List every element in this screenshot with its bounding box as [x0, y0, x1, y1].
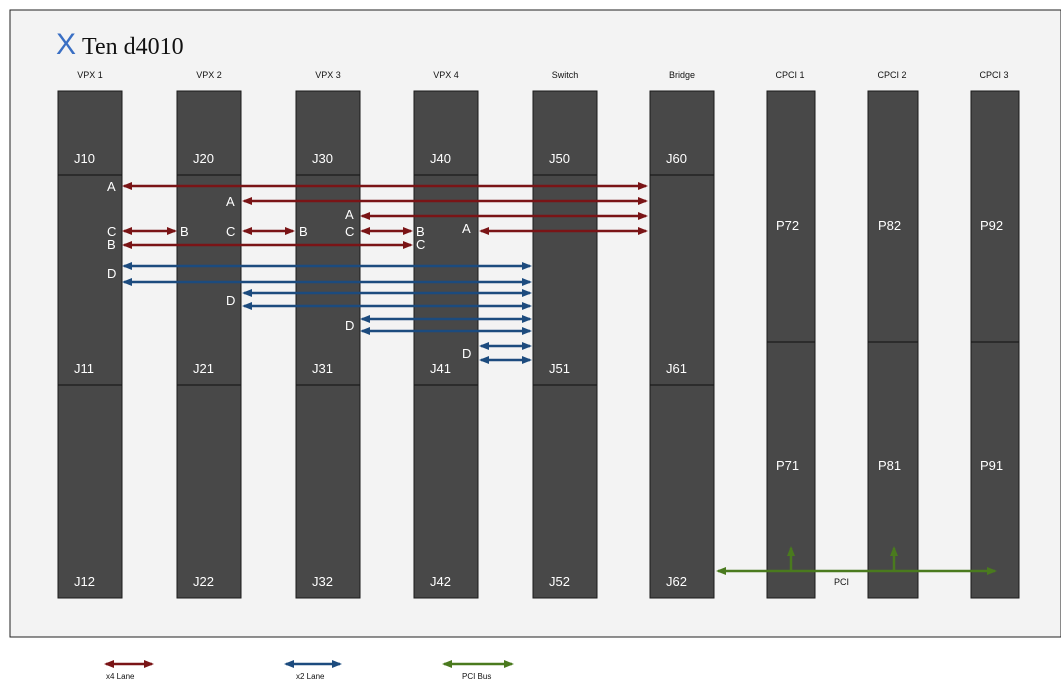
connector-label: J60	[666, 151, 687, 166]
port-letter: A	[345, 207, 354, 222]
port-letter: B	[299, 224, 308, 239]
connector-label: J50	[549, 151, 570, 166]
title-x-logo: X	[56, 28, 76, 61]
connector-label: J21	[193, 361, 214, 376]
page-title: Ten d4010	[82, 34, 184, 60]
slot-bridge	[649, 90, 715, 599]
legend: x4 Lane x2 Lane PCI Bus	[104, 660, 514, 681]
port-letter: B	[107, 237, 116, 252]
connector-label: J42	[430, 574, 451, 589]
port-letter: C	[107, 224, 116, 239]
legend-label-x4: x4 Lane	[106, 672, 135, 681]
port-letter: C	[226, 224, 235, 239]
legend-label-x2: x2 Lane	[296, 672, 325, 681]
connector-label: J32	[312, 574, 333, 589]
slot-header-cpci2: CPCI 2	[877, 70, 906, 80]
connector-label: J61	[666, 361, 687, 376]
slot-vpx3	[295, 90, 361, 599]
connector-label: J31	[312, 361, 333, 376]
slot-header-vpx2: VPX 2	[196, 70, 222, 80]
slot-header-cpci1: CPCI 1	[775, 70, 804, 80]
connector-label: J51	[549, 361, 570, 376]
port-letter: B	[180, 224, 189, 239]
slot-vpx4	[413, 90, 479, 599]
connector-label: J62	[666, 574, 687, 589]
slot-cpci3	[970, 90, 1020, 599]
slot-header-switch: Switch	[552, 70, 579, 80]
port-letter: B	[416, 224, 425, 239]
connector-label: J11	[74, 361, 94, 376]
port-letter: D	[107, 266, 116, 281]
connector-label: J41	[430, 361, 451, 376]
connector-label: J30	[312, 151, 333, 166]
pci-bus-label: PCI	[834, 577, 849, 587]
port-letter: C	[345, 224, 354, 239]
connector-label: J12	[74, 574, 95, 589]
connector-label: P71	[776, 458, 799, 473]
port-letter: C	[416, 237, 425, 252]
legend-label-pci: PCI Bus	[462, 672, 491, 681]
connector-label: P92	[980, 218, 1003, 233]
port-letter: D	[345, 318, 354, 333]
slot-switch	[532, 90, 598, 599]
port-letter: A	[107, 179, 116, 194]
slot-header-cpci3: CPCI 3	[979, 70, 1008, 80]
port-letter: D	[226, 293, 235, 308]
slot-header-vpx3: VPX 3	[315, 70, 341, 80]
connector-label: J20	[193, 151, 214, 166]
connector-label: P72	[776, 218, 799, 233]
connector-label: P81	[878, 458, 901, 473]
slot-vpx2	[176, 90, 242, 599]
port-letter: A	[462, 221, 471, 236]
connector-label: P91	[980, 458, 1003, 473]
slot-cpci1	[766, 90, 816, 599]
slot-cpci2	[867, 90, 919, 599]
slot-header-vpx4: VPX 4	[433, 70, 459, 80]
connector-label: P82	[878, 218, 901, 233]
connector-label: J10	[74, 151, 95, 166]
slot-header-bridge: Bridge	[669, 70, 695, 80]
slot-header-vpx1: VPX 1	[77, 70, 103, 80]
port-letter: A	[226, 194, 235, 209]
connector-label: J22	[193, 574, 214, 589]
connector-label: J40	[430, 151, 451, 166]
slot-vpx1	[57, 90, 123, 599]
port-letter: D	[462, 346, 471, 361]
connector-label: J52	[549, 574, 570, 589]
